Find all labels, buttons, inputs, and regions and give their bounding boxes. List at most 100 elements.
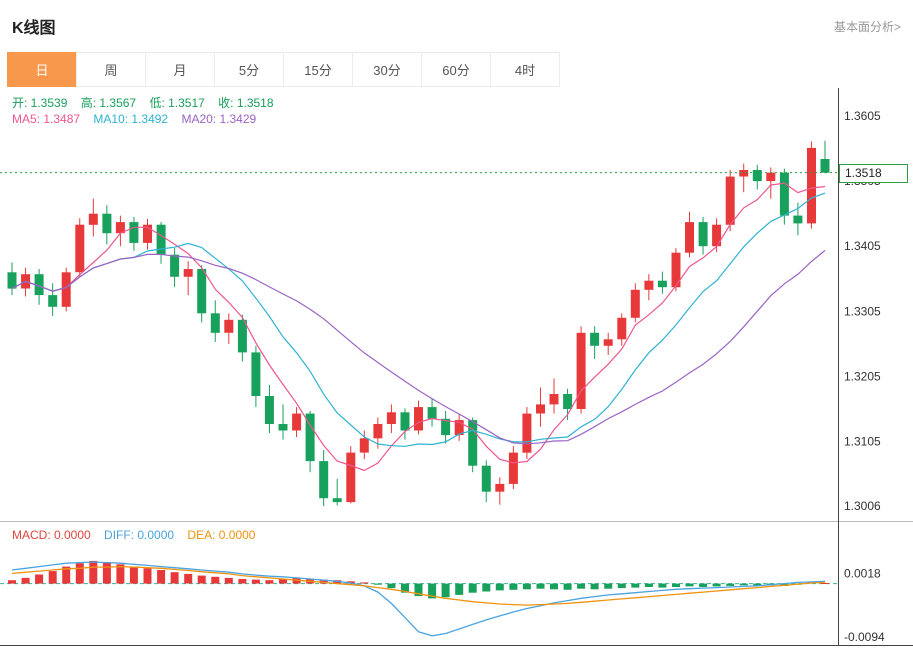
candle-body	[793, 215, 803, 224]
candle-body	[414, 407, 423, 431]
tab-month[interactable]: 月	[145, 52, 215, 87]
macd-group	[0, 560, 838, 637]
macd-bar	[35, 574, 44, 584]
macd-axis-label: 0.0018	[844, 566, 881, 580]
candle-body	[441, 418, 451, 436]
macd-bar	[143, 568, 152, 584]
candle-body	[563, 394, 573, 409]
diff-line	[11, 561, 826, 637]
candle-body	[61, 272, 71, 307]
tab-4hour[interactable]: 4时	[490, 52, 560, 87]
macd-bar	[251, 579, 260, 584]
candle-body	[712, 224, 722, 247]
macd-bar	[685, 583, 694, 587]
macd-bar	[644, 583, 653, 587]
tab-week[interactable]: 周	[76, 52, 146, 87]
y-axis-label: 1.3205	[844, 369, 881, 383]
page-title: K线图	[12, 20, 56, 37]
candle-body	[549, 394, 559, 405]
y-axis-label: 1.3605	[844, 109, 881, 123]
candle-body	[617, 317, 627, 340]
candle-body	[820, 159, 830, 173]
high-value: 高: 1.3567	[80, 96, 137, 110]
macd-bar	[157, 570, 166, 584]
candle-body	[630, 289, 640, 318]
tab-15min[interactable]: 15分	[283, 52, 353, 87]
candle-body	[644, 280, 654, 290]
macd-bar	[577, 583, 586, 589]
macd-bar	[672, 583, 680, 587]
candle-body	[143, 224, 152, 243]
candle-body	[346, 452, 356, 503]
candle-body	[400, 412, 410, 431]
candle-body	[224, 319, 234, 333]
macd-bar	[658, 583, 667, 588]
candle-body	[48, 295, 58, 307]
macd-bar	[184, 573, 193, 584]
macd-bar	[129, 566, 138, 584]
candle-body	[576, 332, 586, 409]
candle-body	[88, 213, 98, 225]
tab-day[interactable]: 日	[7, 52, 77, 87]
macd-bar	[62, 566, 71, 584]
macd-value: MACD: 0.0000	[12, 528, 91, 542]
ma10-value: MA10: 1.3492	[93, 112, 169, 126]
candle-body	[454, 420, 464, 436]
ma5-value: MA5: 1.3487	[12, 112, 81, 126]
axes-group: 1.36051.35051.34051.33051.32051.31051.30…	[0, 88, 913, 646]
macd-bar	[89, 560, 98, 584]
candle-body	[129, 222, 139, 243]
macd-bar	[8, 580, 16, 584]
ma5-line	[11, 182, 826, 472]
macd-legend: MACD: 0.0000 DIFF: 0.0000 DEA: 0.0000	[12, 528, 255, 542]
macd-bar	[455, 583, 464, 595]
y-axis-label: 1.3105	[844, 435, 881, 449]
low-value: 低: 1.3517	[149, 96, 205, 110]
y-axis-label: 1.3006	[844, 499, 881, 513]
candle-body	[603, 339, 613, 346]
candle-body	[766, 172, 776, 182]
macd-bar	[726, 583, 735, 586]
macd-bar	[170, 572, 179, 584]
candle-body	[156, 224, 166, 255]
candle-body	[386, 412, 396, 424]
macd-bar	[224, 577, 233, 584]
candle-body	[752, 170, 762, 182]
macd-bar	[468, 583, 477, 593]
candle-body	[657, 280, 667, 288]
candle-body	[671, 252, 681, 288]
macd-bar	[522, 583, 531, 590]
macd-bar	[495, 583, 504, 591]
candle-body	[34, 274, 44, 295]
macd-bar	[631, 583, 640, 588]
candle-body	[7, 272, 17, 289]
candle-body	[359, 438, 369, 453]
candle-body	[508, 452, 518, 484]
tab-5min[interactable]: 5分	[214, 52, 284, 87]
macd-axis-label: -0.0094	[844, 630, 885, 644]
candle-body	[495, 483, 505, 492]
period-tabs: 日 周 月 5分 15分 30分 60分 4时	[0, 52, 913, 88]
candle-body	[807, 147, 816, 224]
chart-area[interactable]: 1.36051.35051.34051.33051.32051.31051.30…	[0, 88, 913, 650]
macd-bar	[387, 583, 396, 589]
candle-body	[685, 222, 694, 253]
kline-chart-svg[interactable]: 1.36051.35051.34051.33051.32051.31051.30…	[0, 88, 913, 650]
ma-lines-group	[11, 182, 826, 472]
macd-bar	[48, 571, 57, 584]
macd-bar	[265, 580, 274, 584]
fundamental-analysis-link[interactable]: 基本面分析>	[833, 19, 901, 34]
candle-body	[332, 498, 342, 503]
tab-60min[interactable]: 60分	[421, 52, 491, 87]
macd-bar	[617, 583, 626, 589]
candle-body	[725, 176, 735, 225]
candle-body	[319, 461, 329, 499]
macd-bar	[373, 583, 382, 585]
macd-bar	[279, 579, 287, 584]
dea-line	[11, 565, 826, 606]
tab-30min[interactable]: 30分	[352, 52, 422, 87]
dea-value: DEA: 0.0000	[187, 528, 256, 542]
current-price-tag: 1.3518	[839, 164, 908, 183]
candle-body	[739, 170, 749, 177]
macd-bar	[401, 583, 409, 593]
